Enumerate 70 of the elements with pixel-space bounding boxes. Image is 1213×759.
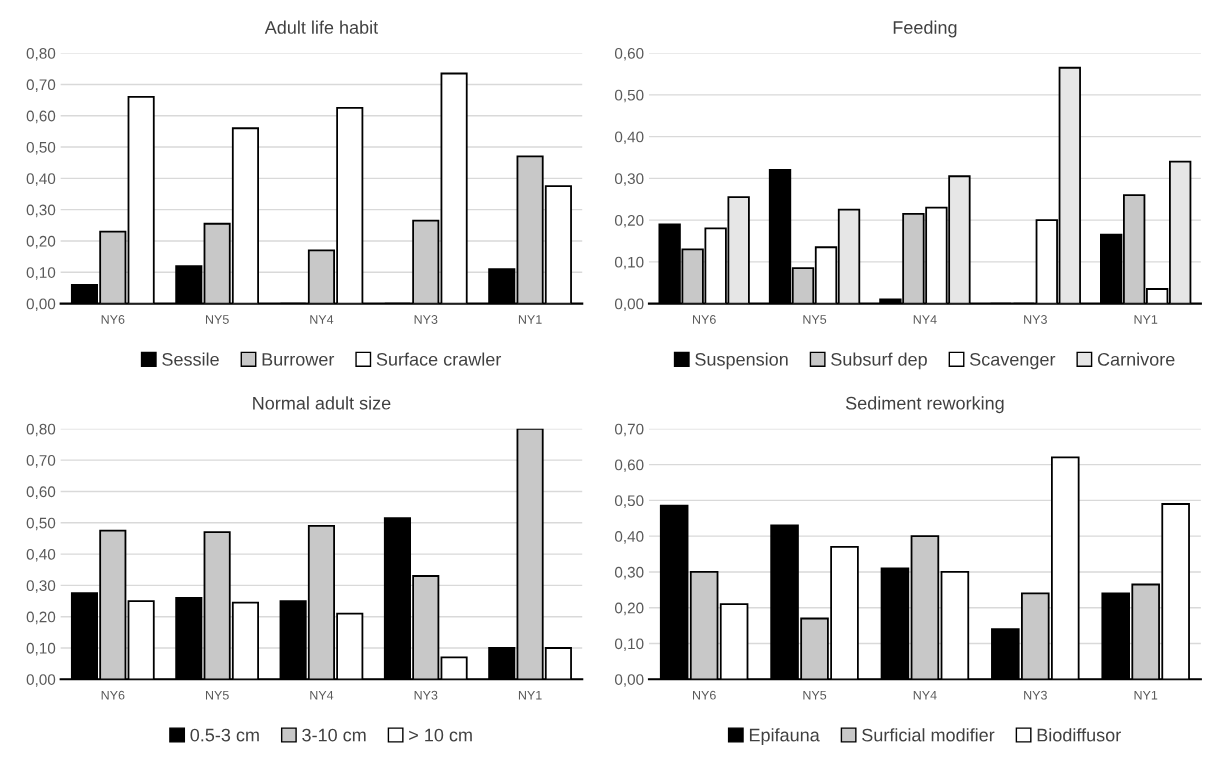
- x-tick-label: NY5: [803, 690, 827, 700]
- y-tick-label: 0,40: [26, 548, 56, 562]
- y-tick-label: 0,70: [26, 455, 56, 468]
- legend-label: Epifauna: [749, 728, 820, 746]
- x-tick-label: NY3: [414, 315, 438, 324]
- x-tick-label: NY3: [414, 690, 438, 700]
- x-tick-label: NY4: [310, 690, 334, 700]
- y-tick-label: 0,20: [26, 235, 56, 249]
- legend-label: Surface crawler: [376, 352, 502, 366]
- legend-label: Carnivore: [1097, 352, 1175, 366]
- y-tick-label: 0,40: [614, 531, 644, 544]
- x-tick-label: NY1: [518, 315, 542, 324]
- y-tick-label: 0,60: [614, 48, 644, 61]
- y-tick-label: 0,50: [26, 141, 56, 155]
- chart-title: Feeding: [893, 20, 957, 38]
- x-tick-label: NY5: [205, 690, 229, 700]
- x-tick-label: NY3: [1024, 690, 1047, 700]
- legend-label: > 10 cm: [409, 728, 472, 742]
- y-tick-label: 0,20: [614, 602, 644, 616]
- y-tick-label: 0,00: [614, 674, 644, 687]
- y-tick-label: 0,10: [26, 642, 56, 656]
- y-tick-label: 0,70: [614, 423, 644, 437]
- legend-label: Surficial modifier: [862, 728, 995, 742]
- x-tick-label: NY6: [693, 690, 716, 700]
- x-tick-label: NY4: [310, 315, 334, 324]
- y-tick-label: 0,30: [26, 204, 56, 218]
- x-tick-label: NY1: [1134, 690, 1158, 700]
- x-tick-label: NY3: [1024, 315, 1047, 324]
- x-tick-label: NY4: [913, 315, 937, 324]
- y-tick-label: 0,40: [26, 173, 56, 186]
- legend-label: 0.5-3 cm: [190, 728, 259, 742]
- legend-label: Subsurf dep: [831, 352, 927, 370]
- chart-title: Adult life habit: [264, 20, 379, 34]
- y-tick-label: 0,60: [26, 110, 56, 124]
- x-tick-label: NY5: [803, 315, 827, 324]
- x-tick-label: NY6: [693, 315, 716, 324]
- y-tick-label: 0,80: [26, 48, 56, 61]
- x-tick-label: NY5: [205, 315, 229, 324]
- y-tick-label: 0,10: [614, 256, 644, 270]
- chart-title: Sediment reworking: [845, 396, 1004, 414]
- x-tick-label: NY1: [518, 690, 542, 700]
- y-tick-label: 0,20: [614, 214, 644, 228]
- y-tick-label: 0,30: [26, 580, 56, 593]
- legend-label: Burrower: [262, 353, 335, 366]
- legend-label: Sessile: [162, 352, 219, 366]
- y-tick-label: 0,50: [614, 89, 644, 103]
- y-tick-label: 0,80: [26, 423, 56, 437]
- x-tick-label: NY1: [1134, 315, 1158, 324]
- x-tick-label: NY4: [913, 690, 937, 700]
- x-tick-label: NY6: [101, 690, 125, 700]
- y-tick-label: 0,50: [614, 495, 644, 508]
- y-tick-label: 0,50: [26, 517, 56, 531]
- legend-label: 3-10 cm: [302, 728, 366, 742]
- x-tick-label: NY6: [101, 315, 125, 324]
- y-tick-label: 0,70: [26, 79, 56, 92]
- legend-label: Scavenger: [969, 352, 1056, 370]
- y-tick-label: 0,10: [26, 267, 56, 280]
- y-tick-label: 0,40: [614, 131, 644, 145]
- legend-label: Biodiffusor: [1037, 728, 1121, 742]
- y-tick-label: 0,00: [26, 674, 56, 687]
- y-tick-label: 0,10: [614, 638, 644, 652]
- y-tick-label: 0,30: [614, 566, 644, 580]
- y-tick-label: 0,60: [26, 486, 56, 499]
- y-tick-label: 0,60: [614, 459, 644, 473]
- legend-label: Suspension: [695, 352, 788, 370]
- y-tick-label: 0,30: [614, 173, 644, 186]
- y-tick-label: 0,20: [26, 611, 56, 625]
- chart-title: Normal adult size: [253, 396, 391, 410]
- y-tick-label: 0,00: [614, 298, 644, 312]
- y-tick-label: 0,00: [26, 298, 56, 312]
